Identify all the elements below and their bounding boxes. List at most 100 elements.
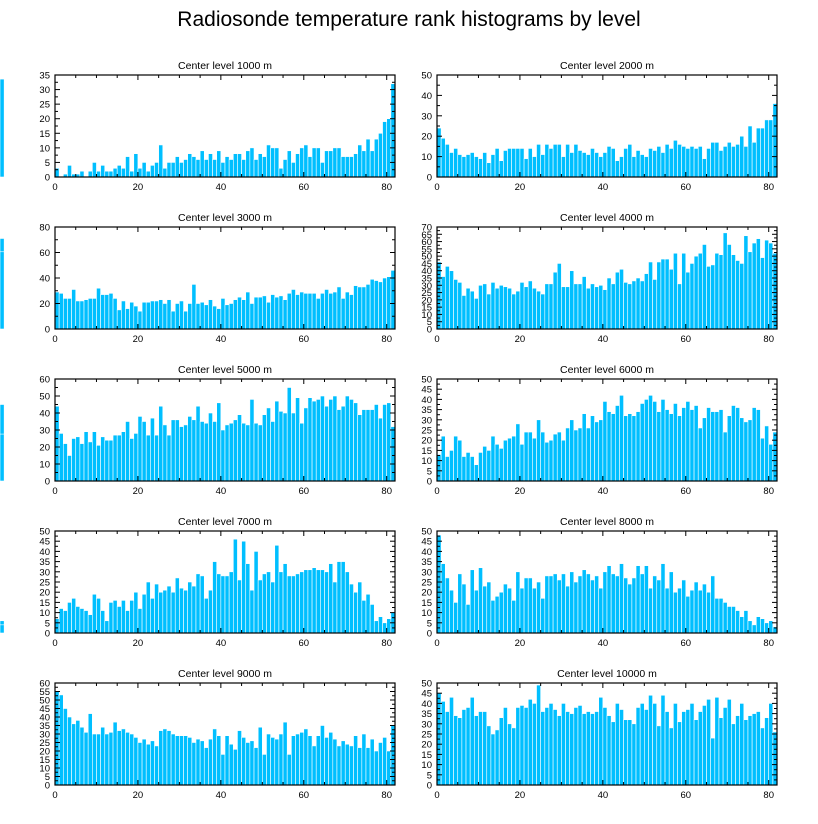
bar xyxy=(764,717,770,786)
x-tick-label: 60 xyxy=(298,638,309,649)
bar xyxy=(652,703,658,786)
bar xyxy=(328,731,334,786)
bar xyxy=(652,401,658,482)
bar xyxy=(92,162,97,178)
bar xyxy=(511,727,517,786)
bar xyxy=(722,707,728,786)
bar xyxy=(693,581,699,634)
bar xyxy=(457,573,463,634)
bar xyxy=(344,571,350,634)
bar xyxy=(137,608,143,634)
bar xyxy=(449,589,454,634)
bar xyxy=(145,301,151,330)
bar xyxy=(503,286,508,330)
bar xyxy=(681,146,687,178)
bar xyxy=(286,150,292,178)
bar xyxy=(461,709,467,786)
bar xyxy=(623,282,629,330)
bar xyxy=(536,419,541,482)
panel-center-level-9000-m: Center level 9000 m0 20 40 60 80051015202530… xyxy=(39,668,396,801)
bar xyxy=(232,299,238,330)
bar xyxy=(270,581,276,634)
bar xyxy=(602,289,608,330)
bar xyxy=(191,156,197,178)
bar xyxy=(722,602,728,634)
bar xyxy=(83,299,89,330)
bar xyxy=(249,303,255,330)
bar xyxy=(340,740,346,786)
panel-center-level-3000-m: Center level 3000 m 0 20 40 60 80 0 20 40 60 80 xyxy=(0,212,396,345)
bar xyxy=(353,285,358,330)
bar xyxy=(315,298,321,330)
bar xyxy=(324,289,329,330)
bar xyxy=(606,715,612,786)
bar xyxy=(361,600,367,634)
bar xyxy=(307,292,313,330)
bar xyxy=(449,450,454,482)
bar xyxy=(75,606,81,634)
x-tick-label: 20 xyxy=(515,790,526,801)
bar xyxy=(262,414,267,482)
bar xyxy=(162,303,168,330)
bar xyxy=(274,544,280,634)
bar xyxy=(232,538,238,634)
bar xyxy=(328,399,334,482)
bar xyxy=(648,148,653,178)
bar xyxy=(237,730,242,786)
bar xyxy=(274,738,280,786)
x-tick-label: 80 xyxy=(381,486,392,497)
bar xyxy=(154,162,159,178)
x-tick-label: 60 xyxy=(298,790,309,801)
bar xyxy=(681,579,687,634)
bar xyxy=(594,286,600,330)
bar xyxy=(619,709,624,786)
bar xyxy=(191,585,197,634)
bar xyxy=(266,571,271,634)
bar xyxy=(158,405,164,482)
bar xyxy=(644,399,649,482)
bar xyxy=(619,268,624,330)
y-tick-label: 70 xyxy=(421,223,432,234)
bar xyxy=(735,715,740,786)
bar xyxy=(158,591,164,634)
y-tick-label: 15 xyxy=(421,750,432,761)
panel-center-level-8000-m: Center level 8000 m0 20 40 60 80051015202530… xyxy=(0,516,778,649)
bar xyxy=(0,78,5,178)
bar xyxy=(689,146,695,178)
bar xyxy=(187,303,193,330)
bar xyxy=(116,434,122,482)
bar xyxy=(610,413,616,482)
bar xyxy=(648,694,653,786)
y-tick-label: 50 xyxy=(421,527,432,538)
x-tick-label: 40 xyxy=(598,790,609,801)
bar xyxy=(590,283,595,330)
bar xyxy=(237,153,242,178)
x-tick-label: 60 xyxy=(298,182,309,193)
bar xyxy=(577,283,583,330)
y-tick-label: 40 xyxy=(39,547,50,558)
bar xyxy=(203,159,209,178)
bar xyxy=(208,589,213,634)
bar xyxy=(121,728,126,786)
bar xyxy=(228,571,234,634)
bar xyxy=(747,620,753,634)
bar xyxy=(158,144,164,178)
bar xyxy=(100,610,106,634)
bar xyxy=(104,733,110,786)
bar xyxy=(556,431,562,482)
bar xyxy=(532,703,537,786)
bar xyxy=(324,150,329,178)
bar xyxy=(660,399,666,482)
bar xyxy=(361,150,367,178)
bar xyxy=(639,703,645,786)
bar xyxy=(96,733,101,786)
panel-title: Center level 5000 m xyxy=(178,364,272,376)
y-tick-label: 80 xyxy=(39,223,50,234)
bar xyxy=(92,733,97,786)
bar xyxy=(552,144,558,178)
bar xyxy=(96,598,101,634)
bar xyxy=(565,286,570,330)
bar xyxy=(278,167,284,178)
bar xyxy=(253,747,259,786)
y-tick-label: 10 xyxy=(39,460,50,471)
